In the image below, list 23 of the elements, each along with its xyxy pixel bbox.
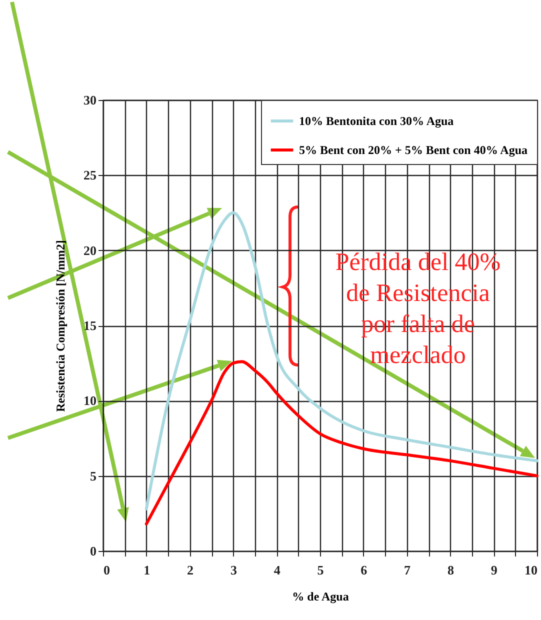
x-tick-label: 6 <box>360 562 368 578</box>
y-tick-label: 5 <box>90 468 97 484</box>
y-tick-label: 0 <box>90 544 96 558</box>
x-tick-label: 1 <box>144 562 150 578</box>
x-tick-label: 10 <box>524 562 538 578</box>
legend-label: 10% Bentonita con 30% Agua <box>299 114 454 128</box>
x-tick-label: 7 <box>404 562 412 578</box>
y-tick-label: 25 <box>84 168 97 183</box>
x-tick-label: 8 <box>447 562 454 578</box>
legend-label: 5% Bent con 20% + 5% Bent con 40% Agua <box>299 143 528 157</box>
x-tick-label: 4 <box>274 562 281 578</box>
x-axis-title: % de Agua <box>292 590 349 604</box>
y-tick-label: 20 <box>84 242 96 258</box>
x-tick-label: 9 <box>490 562 498 578</box>
line-series <box>144 211 538 510</box>
x-tick-label: 0 <box>104 562 110 578</box>
y-axis-title: Resistencia Compresión [N/mm2] <box>54 240 68 412</box>
y-tick-label: 10 <box>84 393 96 408</box>
x-tick-label: 3 <box>230 562 238 578</box>
y-tick-label: 30 <box>84 92 96 108</box>
y-tick-label: 15 <box>84 318 97 333</box>
x-tick-label: 2 <box>187 562 194 578</box>
x-tick-label: 5 <box>317 562 324 578</box>
